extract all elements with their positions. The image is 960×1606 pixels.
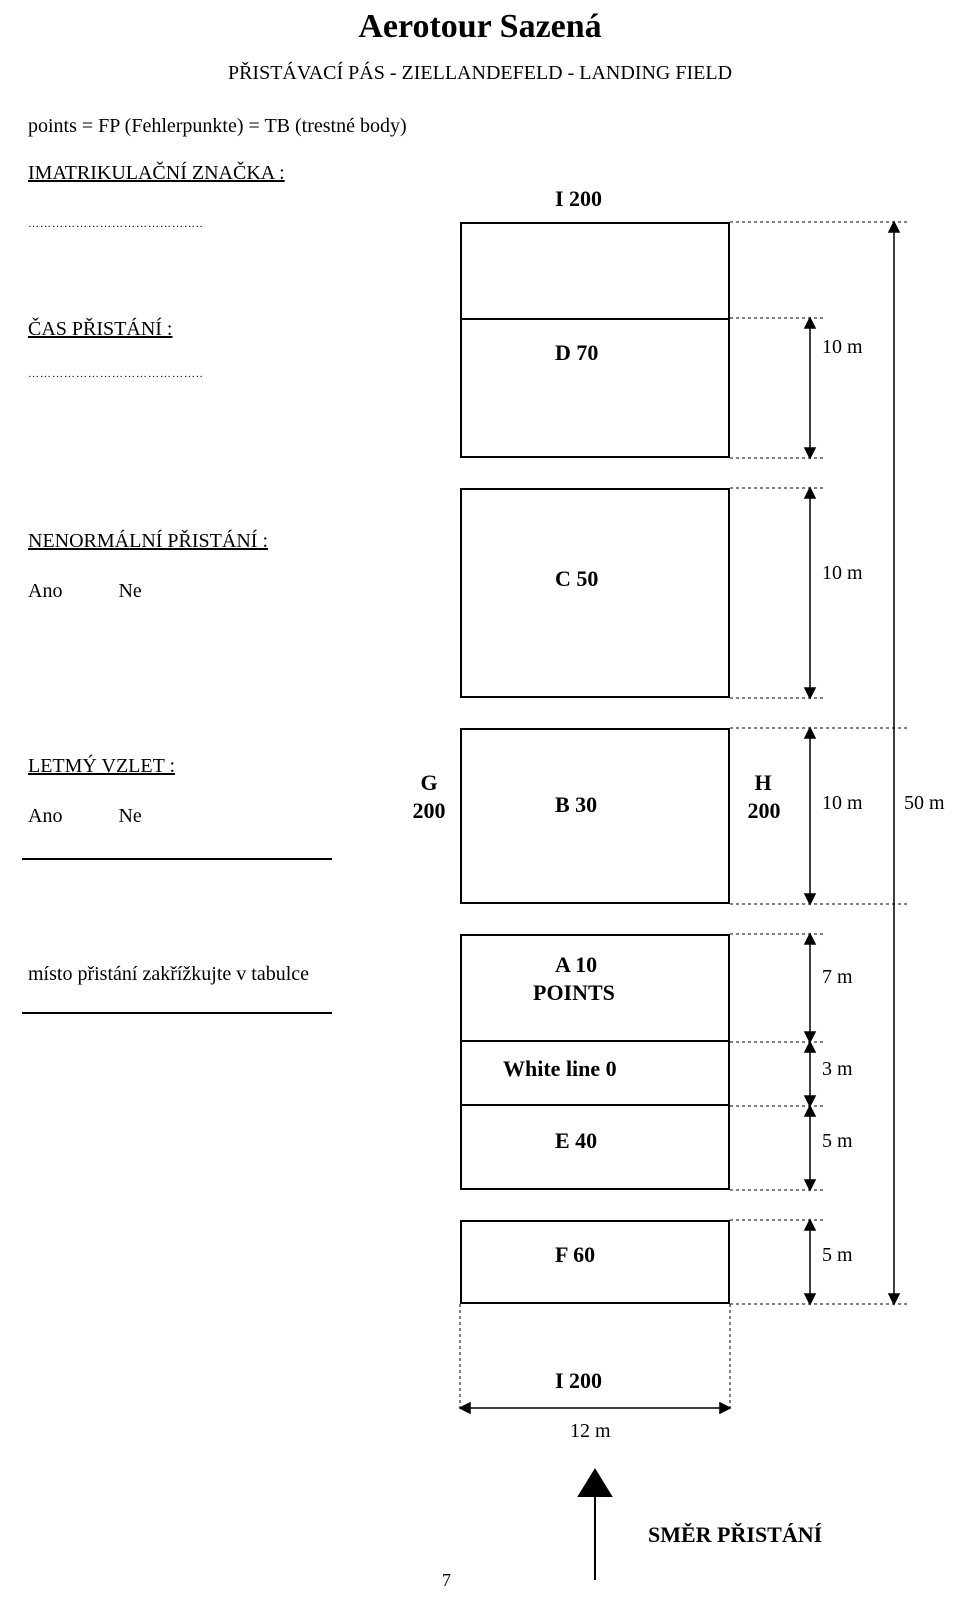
dim-12: 12 m	[570, 1420, 611, 1443]
dim-c: 10 m	[822, 562, 863, 585]
dimension-lines	[0, 0, 960, 1606]
dim-f: 5 m	[822, 1244, 853, 1267]
direction-label: SMĚR PŘISTÁNÍ	[648, 1522, 822, 1548]
page-root: Aerotour Sazená PŘISTÁVACÍ PÁS - ZIELLAN…	[0, 0, 960, 1606]
dim-e: 5 m	[822, 1130, 853, 1153]
dim-a: 7 m	[822, 966, 853, 989]
dim-white: 3 m	[822, 1058, 853, 1081]
dim-d: 10 m	[822, 336, 863, 359]
page-number: 7	[442, 1570, 451, 1591]
dim-50: 50 m	[904, 792, 945, 815]
dim-b: 10 m	[822, 792, 863, 815]
